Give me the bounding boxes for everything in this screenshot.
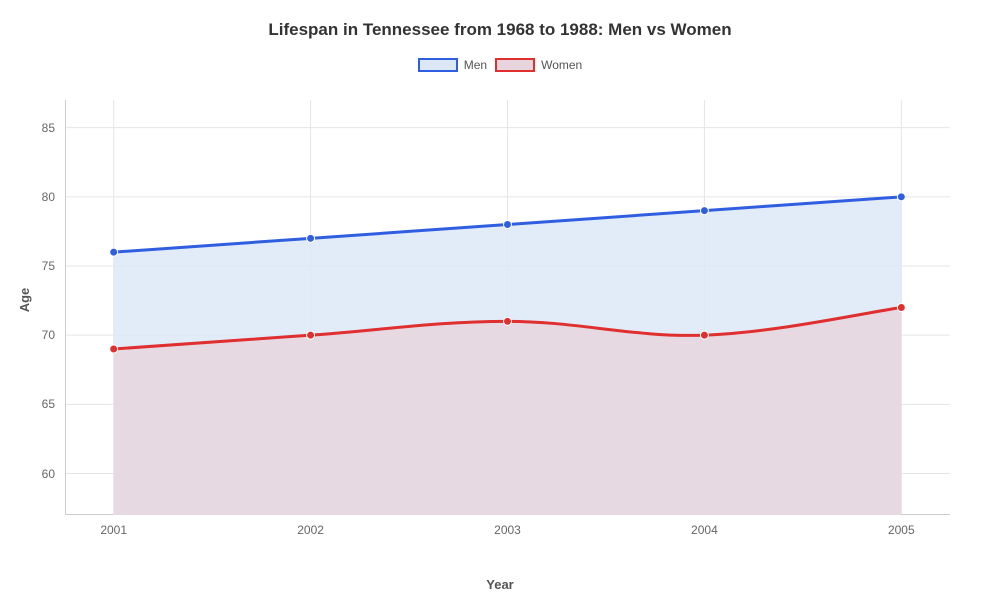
x-tick-label: 2004: [691, 515, 718, 537]
chart-container: Lifespan in Tennessee from 1968 to 1988:…: [0, 0, 1000, 600]
x-tick-label: 2003: [494, 515, 521, 537]
y-axis-label: Age: [17, 288, 32, 313]
x-tick-label: 2005: [888, 515, 915, 537]
x-tick-label: 2002: [297, 515, 324, 537]
y-tick-label: 60: [42, 467, 65, 481]
y-tick-label: 75: [42, 259, 65, 273]
legend-label: Women: [541, 58, 582, 72]
x-axis-label: Year: [486, 577, 513, 592]
legend-item[interactable]: Men: [418, 58, 487, 72]
legend-swatch: [495, 58, 535, 72]
y-tick-label: 70: [42, 328, 65, 342]
plot-area: 60657075808520012002200320042005: [65, 100, 950, 515]
y-tick-label: 65: [42, 397, 65, 411]
legend-label: Men: [464, 58, 487, 72]
y-tick-label: 85: [42, 121, 65, 135]
legend-item[interactable]: Women: [495, 58, 582, 72]
y-tick-label: 80: [42, 190, 65, 204]
x-tick-label: 2001: [100, 515, 127, 537]
plot-svg: [65, 100, 950, 515]
chart-title: Lifespan in Tennessee from 1968 to 1988:…: [0, 0, 1000, 40]
legend-swatch: [418, 58, 458, 72]
legend: Men Women: [0, 58, 1000, 72]
